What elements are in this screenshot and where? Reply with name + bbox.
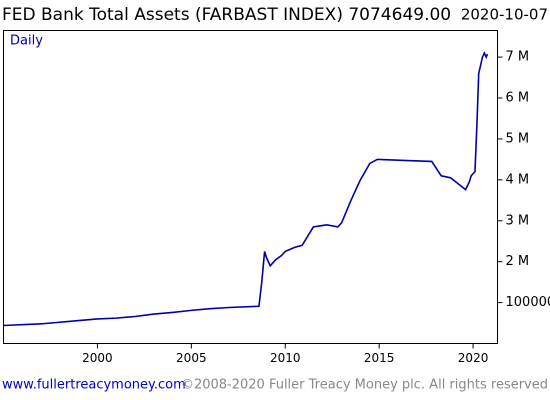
y-tick-label: 3 M: [506, 213, 530, 228]
chart-title: FED Bank Total Assets (FARBAST INDEX) 70…: [2, 5, 451, 25]
footer-copyright: ©2008-2020 Fuller Treacy Money plc. All …: [181, 378, 548, 393]
x-tick-label: 2015: [364, 351, 395, 365]
y-tick-label: 1000000: [506, 295, 550, 310]
y-tick-label: 6 M: [506, 91, 530, 106]
subtitle: Daily: [10, 34, 43, 49]
x-tick-label: 2000: [82, 351, 113, 365]
footer-link[interactable]: www.fullertreacymoney.com: [2, 378, 186, 393]
x-tick-label: 2005: [176, 351, 207, 365]
date: 2020-10-07: [461, 6, 548, 24]
y-tick-label: 5 M: [506, 131, 530, 146]
data-line: [3, 51, 489, 327]
x-tick-label: 2020: [458, 351, 489, 365]
plot-frame: [3, 30, 498, 344]
y-tick-label: 2 M: [506, 254, 530, 269]
y-tick-label: 4 M: [506, 172, 530, 187]
y-tick-label: 7 M: [506, 50, 530, 65]
x-tick-label: 2010: [270, 351, 301, 365]
